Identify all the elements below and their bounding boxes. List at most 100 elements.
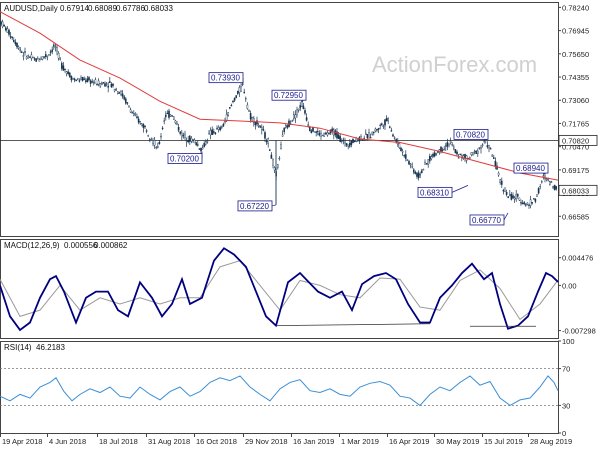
x-tick-label: 31 Aug 2018 <box>148 437 190 446</box>
candle-up <box>499 179 502 184</box>
candle-down <box>502 190 505 192</box>
candle-down <box>392 134 394 137</box>
horizontal-level-label: 0.70820 <box>562 136 589 145</box>
candle-down <box>328 133 330 135</box>
candle-down <box>441 149 444 151</box>
candle-down <box>81 77 84 81</box>
candle-down <box>14 41 17 45</box>
candle-up <box>120 91 122 95</box>
candle-up <box>430 156 433 160</box>
candle-down <box>400 147 402 152</box>
candle-down <box>84 80 87 82</box>
x-axis: 19 Apr 2018 4 Jun 2018 18 Jul 2018 31 Aug 2… <box>0 433 572 446</box>
candle-down <box>102 82 105 84</box>
candle-down <box>318 132 321 136</box>
candle-down <box>501 180 503 185</box>
candle-up <box>547 179 549 181</box>
candle-down <box>317 130 319 133</box>
candle-up <box>449 140 452 144</box>
price-label-box <box>469 214 505 226</box>
candle-up <box>435 152 438 155</box>
candle-up <box>320 132 322 137</box>
candle-down <box>425 163 428 165</box>
candle-down <box>352 138 354 143</box>
candle-up <box>163 120 166 122</box>
candle-down <box>525 204 527 206</box>
candle-down <box>534 198 537 202</box>
rsi-ytick-label: 70 <box>562 365 570 374</box>
candle-up <box>550 181 553 183</box>
candle-down <box>381 123 383 126</box>
candle-up <box>518 197 521 201</box>
rsi-ytick-label: 30 <box>562 401 570 410</box>
candle-down <box>43 56 45 58</box>
candle-up <box>99 83 101 87</box>
candle-down <box>264 132 266 139</box>
candle-up <box>59 58 61 60</box>
price-ytick-label: 0.74355 <box>562 73 589 82</box>
candle-down <box>421 170 423 173</box>
candle-up <box>132 113 135 117</box>
candle-up <box>46 55 49 57</box>
candle-down <box>432 154 434 157</box>
candle-up <box>443 148 446 150</box>
candle-up <box>94 79 97 84</box>
candle-down <box>440 146 442 152</box>
candle-up <box>76 78 79 80</box>
candle-down <box>446 142 449 147</box>
candle-up <box>472 152 474 155</box>
candle-up <box>37 57 39 60</box>
candle-down <box>433 152 436 157</box>
candle-up <box>545 178 548 180</box>
candle-down <box>121 93 124 97</box>
candle-down <box>390 130 393 132</box>
candle-up <box>539 186 541 188</box>
candle-down <box>219 127 222 131</box>
candle-down <box>464 153 466 158</box>
candle-up <box>321 134 324 137</box>
candle-down <box>214 132 217 134</box>
candle-down <box>366 134 369 139</box>
candle-up <box>6 28 9 33</box>
candle-down <box>478 147 481 149</box>
candle-down <box>512 195 514 199</box>
candle-up <box>509 194 511 196</box>
price-ytick-label: 0.76945 <box>562 27 589 36</box>
x-tick-label: 30 May 2019 <box>436 437 479 446</box>
rsi-panel: 100 70 30 0 <box>0 337 575 438</box>
ohlc-high: 0.68089 <box>88 4 117 13</box>
candle-up <box>285 124 287 128</box>
x-tick-label: 28 Aug 2019 <box>530 437 572 446</box>
candle-down <box>78 80 81 82</box>
candle-up <box>240 86 242 92</box>
price-label-box <box>453 128 489 140</box>
candle-down <box>222 123 225 127</box>
candle-down <box>196 144 199 146</box>
candle-up <box>193 139 196 144</box>
price-label-text: 0.68310 <box>420 188 449 197</box>
x-tick-label: 15 Jul 2019 <box>484 437 523 446</box>
candle-down <box>505 192 508 195</box>
candle-up <box>57 53 60 59</box>
candle-down <box>385 118 388 122</box>
price-label-box <box>417 186 453 198</box>
candle-down <box>243 91 246 94</box>
candle-down <box>158 141 161 144</box>
candle-down <box>123 96 125 100</box>
candle-up <box>344 140 346 144</box>
candle-down <box>414 171 417 174</box>
candle-up <box>252 117 255 123</box>
price-label-text: 0.70820 <box>456 130 485 139</box>
candle-up <box>217 127 220 130</box>
candle-up <box>294 114 297 119</box>
candle-up <box>515 194 517 200</box>
candle-down <box>475 150 478 154</box>
candle-down <box>286 125 289 128</box>
candle-up <box>1 21 4 27</box>
candle-up <box>481 144 484 146</box>
candle-down <box>486 145 489 148</box>
candle-down <box>305 117 308 121</box>
candle-down <box>24 51 26 53</box>
candle-up <box>293 114 295 119</box>
candle-up <box>526 202 529 205</box>
